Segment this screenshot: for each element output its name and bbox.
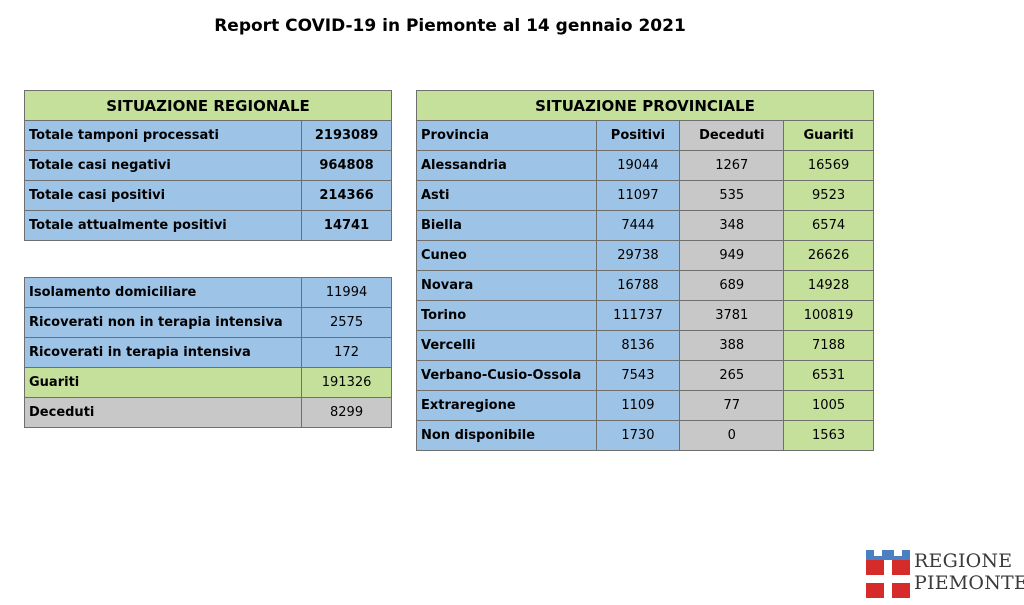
table-cell: 7188 [783, 330, 874, 361]
province-name: Alessandria [416, 150, 597, 181]
column-header: Provincia [416, 120, 597, 151]
table-cell: 689 [679, 270, 785, 301]
table-row: Torino 111737 3781 100819 [416, 300, 874, 331]
logo-line-2: PIEMONTE [914, 572, 1024, 594]
table-cell: 1267 [679, 150, 785, 181]
table-cell: 111737 [595, 300, 681, 331]
row-value: 214366 [301, 180, 392, 211]
row-label: Totale casi positivi [23, 180, 303, 211]
row-label: Ricoverati in terapia intensiva [23, 337, 303, 368]
table-cell: 19044 [595, 150, 681, 181]
table-cell: 388 [679, 330, 785, 361]
row-value: 14741 [301, 210, 392, 241]
table-cell: 26626 [783, 240, 874, 271]
row-value: 172 [301, 337, 392, 368]
row-label: Totale tamponi processati [23, 120, 303, 151]
table-cell: 1109 [595, 390, 681, 421]
province-name: Cuneo [416, 240, 597, 271]
provincial-header: SITUAZIONE PROVINCIALE [416, 90, 874, 121]
table-cell: 535 [679, 180, 785, 211]
row-label: Totale casi negativi [23, 150, 303, 181]
provincial-table: SITUAZIONE PROVINCIALE Provincia Positivi… [416, 90, 874, 451]
row-value: 964808 [301, 150, 392, 181]
table-row: Isolamento domiciliare 11994 [23, 277, 392, 308]
table-row: Totale casi negativi 964808 [23, 150, 392, 181]
row-value: 2575 [301, 307, 392, 338]
piemonte-crest-icon [866, 550, 910, 598]
table-row: Totale casi positivi 214366 [23, 180, 392, 211]
table-cell: 7444 [595, 210, 681, 241]
table-row: Vercelli 8136 388 7188 [416, 330, 874, 361]
table-cell: 16569 [783, 150, 874, 181]
table-row: Deceduti 8299 [23, 397, 392, 428]
row-label: Ricoverati non in terapia intensiva [23, 307, 303, 338]
logo-line-1: REGIONE [914, 550, 1013, 572]
column-header: Deceduti [679, 120, 785, 151]
table-cell: 77 [679, 390, 785, 421]
table-cell: 9523 [783, 180, 874, 211]
regional-totals-table: SITUAZIONE REGIONALE Totale tamponi proc… [23, 90, 392, 241]
table-header-row: Provincia Positivi Deceduti Guariti [416, 120, 874, 151]
table-row: Ricoverati non in terapia intensiva 2575 [23, 307, 392, 338]
table-cell: 6531 [783, 360, 874, 391]
province-name: Biella [416, 210, 597, 241]
table-row: Biella 7444 348 6574 [416, 210, 874, 241]
page-title: Report COVID-19 in Piemonte al 14 gennai… [214, 16, 686, 36]
regione-piemonte-logo: REGIONE PIEMONTE [866, 550, 1024, 598]
table-row: Verbano-Cusio-Ossola 7543 265 6531 [416, 360, 874, 391]
table-cell: 29738 [595, 240, 681, 271]
table-cell: 1730 [595, 420, 681, 451]
province-name: Extraregione [416, 390, 597, 421]
table-cell: 265 [679, 360, 785, 391]
province-name: Novara [416, 270, 597, 301]
province-name: Verbano-Cusio-Ossola [416, 360, 597, 391]
table-row: Asti 11097 535 9523 [416, 180, 874, 211]
province-name: Torino [416, 300, 597, 331]
row-value: 191326 [301, 367, 392, 398]
table-row: Ricoverati in terapia intensiva 172 [23, 337, 392, 368]
regional-header: SITUAZIONE REGIONALE [24, 90, 392, 121]
table-row: Guariti 191326 [23, 367, 392, 398]
table-row: Totale tamponi processati 2193089 [23, 120, 392, 151]
table-row: Alessandria 19044 1267 16569 [416, 150, 874, 181]
table-cell: 14928 [783, 270, 874, 301]
table-cell: 348 [679, 210, 785, 241]
table-cell: 1005 [783, 390, 874, 421]
row-label: Guariti [23, 367, 303, 398]
province-name: Asti [416, 180, 597, 211]
row-value: 11994 [301, 277, 392, 308]
table-cell: 7543 [595, 360, 681, 391]
row-label: Isolamento domiciliare [23, 277, 303, 308]
province-name: Non disponibile [416, 420, 597, 451]
table-cell: 949 [679, 240, 785, 271]
table-cell: 0 [679, 420, 785, 451]
row-label: Deceduti [23, 397, 303, 428]
table-cell: 3781 [679, 300, 785, 331]
table-cell: 8136 [595, 330, 681, 361]
table-row: Novara 16788 689 14928 [416, 270, 874, 301]
table-cell: 100819 [783, 300, 874, 331]
row-value: 8299 [301, 397, 392, 428]
table-row: Cuneo 29738 949 26626 [416, 240, 874, 271]
table-cell: 11097 [595, 180, 681, 211]
province-name: Vercelli [416, 330, 597, 361]
row-value: 2193089 [301, 120, 392, 151]
row-label: Totale attualmente positivi [23, 210, 303, 241]
table-cell: 6574 [783, 210, 874, 241]
table-row: Non disponibile 1730 0 1563 [416, 420, 874, 451]
column-header: Positivi [595, 120, 681, 151]
table-row: Extraregione 1109 77 1005 [416, 390, 874, 421]
table-cell: 1563 [783, 420, 874, 451]
regional-details-table: Isolamento domiciliare 11994 Ricoverati no… [23, 277, 392, 428]
table-row: Totale attualmente positivi 14741 [23, 210, 392, 241]
table-cell: 16788 [595, 270, 681, 301]
column-header: Guariti [783, 120, 874, 151]
